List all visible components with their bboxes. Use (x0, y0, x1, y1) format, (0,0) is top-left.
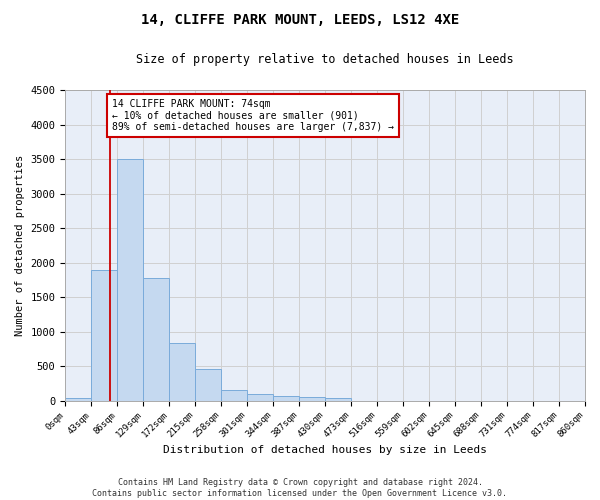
Text: 14 CLIFFE PARK MOUNT: 74sqm
← 10% of detached houses are smaller (901)
89% of se: 14 CLIFFE PARK MOUNT: 74sqm ← 10% of det… (112, 98, 394, 132)
Bar (325, 398, 351, 400)
Bar (299, 397, 325, 400)
Bar (195, 369, 221, 400)
Bar (169, 342, 195, 400)
Y-axis label: Number of detached properties: Number of detached properties (15, 155, 25, 336)
Bar (273, 396, 299, 400)
Bar (143, 278, 169, 400)
Text: 14, CLIFFE PARK MOUNT, LEEDS, LS12 4XE: 14, CLIFFE PARK MOUNT, LEEDS, LS12 4XE (141, 12, 459, 26)
Bar (91, 270, 117, 400)
X-axis label: Distribution of detached houses by size in Leeds: Distribution of detached houses by size … (163, 445, 487, 455)
Bar (65, 398, 91, 400)
Title: Size of property relative to detached houses in Leeds: Size of property relative to detached ho… (136, 52, 514, 66)
Bar (247, 394, 273, 400)
Text: Contains HM Land Registry data © Crown copyright and database right 2024.
Contai: Contains HM Land Registry data © Crown c… (92, 478, 508, 498)
Bar (221, 390, 247, 400)
Bar (117, 159, 143, 400)
